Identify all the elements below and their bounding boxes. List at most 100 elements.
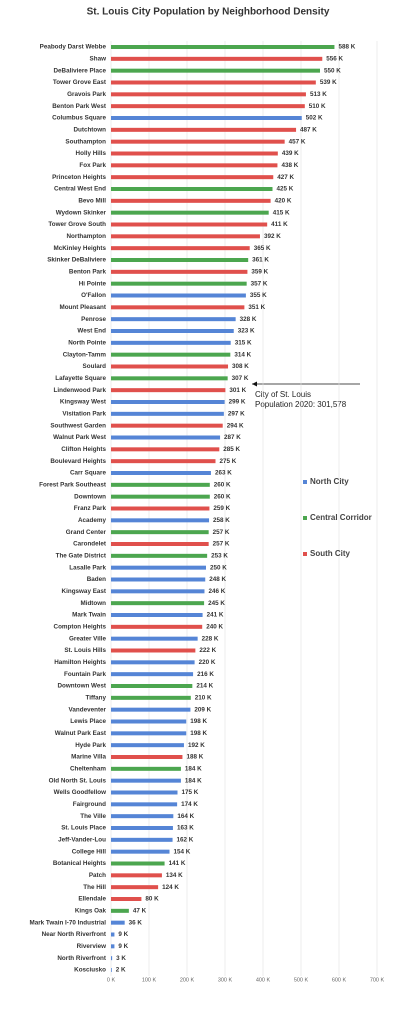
category-label: The Gate District: [56, 553, 107, 560]
value-label: 307 K: [232, 375, 249, 382]
category-label: Tower Grove South: [48, 221, 106, 228]
value-label: 258 K: [213, 517, 230, 524]
value-label: 315 K: [235, 340, 252, 347]
value-label: 556 K: [326, 56, 343, 63]
category-label: Skinker DeBaliviere: [47, 257, 106, 264]
bar: [111, 45, 335, 49]
category-label: Hi Pointe: [79, 280, 107, 287]
value-label: 297 K: [228, 411, 245, 418]
value-label: 210 K: [195, 695, 212, 702]
bar: [111, 707, 191, 712]
value-label: 3 K: [116, 955, 126, 962]
value-label: 355 K: [250, 292, 267, 299]
bar: [111, 542, 209, 546]
category-label: Old North St. Louis: [49, 777, 107, 784]
legend-label: North City: [310, 477, 349, 486]
category-label: Wells Goodfellow: [54, 789, 106, 796]
bar: [111, 104, 305, 109]
bar: [111, 636, 198, 641]
bar: [111, 411, 224, 416]
category-label: Mount Pleasant: [59, 304, 106, 311]
value-label: 164 K: [177, 813, 194, 820]
category-label: Clayton-Tamm: [63, 351, 107, 358]
category-label: Peabody Darst Webbe: [40, 44, 107, 51]
category-label: College Hill: [72, 848, 107, 855]
category-label: North Riverfront: [57, 955, 107, 962]
bar: [111, 920, 125, 925]
category-label: Forest Park Southeast: [39, 482, 107, 489]
x-tick-label: 0 K: [107, 977, 116, 983]
value-label: 174 K: [181, 801, 198, 808]
category-label: Lindenwood Park: [54, 387, 107, 394]
category-label: Near North Riverfront: [42, 931, 107, 938]
category-label: O'Fallon: [81, 292, 106, 299]
category-label: Princeton Heights: [52, 174, 106, 181]
bar: [111, 577, 206, 582]
bar: [111, 139, 285, 144]
legend-label: Central Corridor: [310, 513, 372, 522]
value-label: 198 K: [190, 718, 207, 725]
x-tick-label: 400 K: [256, 977, 271, 983]
category-label: Bevo Mill: [78, 198, 106, 205]
bar: [111, 494, 210, 499]
value-label: 299 K: [229, 399, 246, 406]
value-label: 439 K: [282, 150, 299, 157]
category-label: St. Louis Place: [61, 825, 106, 832]
category-label: Gravois Park: [67, 91, 106, 98]
bar: [111, 601, 205, 606]
bar: [111, 589, 205, 594]
bar: [111, 317, 236, 322]
value-label: 438 K: [281, 162, 298, 169]
category-label: Benton Park West: [52, 103, 107, 110]
value-label: 241 K: [207, 612, 224, 619]
value-label: 420 K: [275, 198, 292, 205]
category-label: Lafayette Square: [55, 375, 106, 382]
bar: [111, 435, 221, 440]
value-label: 246 K: [208, 588, 225, 595]
value-label: 260 K: [214, 482, 231, 489]
category-label: The Hill: [83, 884, 106, 891]
category-label: Fairground: [73, 801, 106, 808]
category-label: Shaw: [90, 56, 107, 63]
x-tick-label: 200 K: [180, 977, 195, 983]
value-label: 175 K: [182, 789, 199, 796]
value-label: 294 K: [227, 422, 244, 429]
category-label: Hyde Park: [75, 742, 106, 749]
bar: [111, 376, 228, 381]
category-label: Hamilton Heights: [54, 659, 106, 666]
bar: [111, 861, 165, 866]
value-label: 285 K: [223, 446, 240, 453]
bar: [111, 766, 181, 771]
bar: [111, 695, 191, 700]
bar: [111, 790, 178, 795]
annotation-text: City of St. Louis: [255, 390, 311, 399]
category-label: Carr Square: [70, 470, 107, 477]
value-label: 359 K: [251, 269, 268, 276]
value-label: 314 K: [234, 351, 251, 358]
bar: [111, 281, 247, 286]
bar: [111, 163, 278, 168]
bar: [111, 364, 229, 369]
value-label: 184 K: [185, 777, 202, 784]
category-label: Ellendale: [78, 896, 106, 903]
bar: [111, 56, 323, 61]
value-label: 2 K: [116, 967, 126, 974]
category-label: Vandeventer: [69, 706, 107, 713]
value-label: 275 K: [220, 458, 237, 465]
category-label: McKinley Heights: [54, 245, 107, 252]
category-label: Cheltenham: [70, 766, 106, 773]
category-label: Walnut Park East: [55, 730, 107, 737]
value-label: 250 K: [210, 564, 227, 571]
category-label: Tiffany: [85, 695, 106, 702]
bar: [111, 305, 245, 310]
category-label: Mark Twain I-70 Industrial: [29, 919, 106, 926]
value-label: 411 K: [271, 221, 288, 228]
bar: [111, 849, 170, 854]
value-label: 351 K: [248, 304, 265, 311]
category-label: Greater Ville: [69, 635, 106, 642]
bar: [111, 459, 216, 464]
category-label: Fountain Park: [64, 671, 106, 678]
bar: [111, 127, 297, 132]
bar: [111, 731, 187, 736]
